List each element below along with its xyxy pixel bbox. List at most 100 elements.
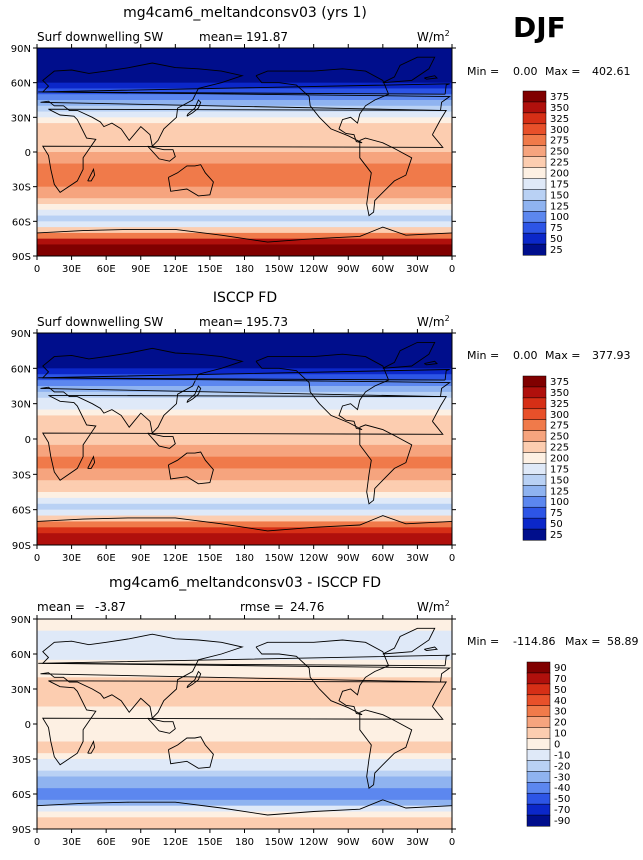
- lon-tick-label: 150W: [265, 837, 294, 848]
- field-band: [37, 180, 452, 188]
- lon-tick-label: 90E: [131, 264, 150, 275]
- lat-tick-label: 0: [25, 720, 31, 731]
- field-band: [37, 776, 452, 783]
- lon-tick-label: 30W: [406, 264, 429, 275]
- field-band: [37, 204, 452, 211]
- panel-1-variable-label: Surf downwelling SW: [37, 30, 163, 44]
- lat-tick-label: 60N: [11, 364, 31, 375]
- field-band: [37, 186, 452, 194]
- field-band: [37, 527, 452, 534]
- field-band: [37, 480, 452, 487]
- field-band: [37, 134, 452, 142]
- colorbar-label: 300: [550, 125, 569, 136]
- field-band: [37, 175, 452, 182]
- coastline: [255, 353, 390, 431]
- coastline: [87, 740, 96, 754]
- field-band: [37, 427, 452, 434]
- colorbar-label: -90: [554, 816, 570, 827]
- colorbar-label: 325: [550, 399, 569, 410]
- field-band: [37, 386, 452, 393]
- coastline: [38, 369, 450, 381]
- field-band: [37, 439, 452, 446]
- lon-tick-label: 60E: [97, 553, 116, 564]
- field-band: [37, 718, 452, 725]
- field-band: [37, 82, 452, 90]
- field-band: [37, 811, 452, 818]
- colorbar-label: 90: [554, 663, 567, 674]
- lon-tick-label: 150W: [265, 553, 294, 564]
- field-band: [37, 244, 452, 251]
- lon-tick-label: 90W: [337, 553, 360, 564]
- colorbar-box: [522, 90, 547, 103]
- colorbar-box: [526, 738, 551, 751]
- field-band: [37, 724, 452, 731]
- field-band: [37, 823, 452, 829]
- panel-1-min-label: Min =: [467, 65, 499, 78]
- colorbar-box: [522, 200, 547, 212]
- lon-tick-label: 30E: [62, 264, 81, 275]
- lon-tick-label: 150E: [197, 264, 222, 275]
- colorbar-label: 50: [554, 685, 567, 696]
- field-band: [37, 468, 452, 475]
- field-band: [37, 805, 452, 813]
- colorbar-box: [522, 167, 547, 180]
- coastline: [38, 654, 450, 667]
- coastline: [186, 99, 202, 117]
- lon-tick-label: 180: [235, 837, 254, 848]
- field-band: [37, 788, 452, 795]
- field-band: [37, 671, 452, 678]
- panel-3-max-label: Max =: [565, 635, 600, 648]
- field-band: [37, 450, 452, 458]
- colorbar-box: [526, 694, 551, 707]
- colorbar-label: -10: [554, 750, 570, 761]
- colorbar-label: 375: [550, 377, 569, 388]
- colorbar-label: 20: [554, 718, 567, 729]
- colorbar-label: 250: [550, 432, 569, 443]
- coastline: [147, 717, 176, 734]
- field-band: [37, 694, 452, 702]
- field-band: [37, 380, 452, 387]
- field-band: [37, 712, 452, 719]
- coastline: [40, 62, 452, 148]
- panel-3-rmse-value: 24.76: [290, 600, 324, 614]
- colorbar-label: 300: [550, 410, 569, 421]
- field-band: [37, 689, 452, 696]
- lon-tick-label: 0: [34, 264, 40, 275]
- field-band: [37, 444, 452, 452]
- coastline: [424, 646, 438, 651]
- lat-tick-label: 30S: [12, 755, 31, 766]
- field-band: [37, 227, 452, 234]
- panel-1-title: mg4cam6_meltandconsv03 (yrs 1): [123, 5, 367, 21]
- field-band: [37, 515, 452, 523]
- coastline: [255, 68, 390, 144]
- coastline: [38, 83, 450, 95]
- panel-2-map-field: [37, 333, 452, 545]
- colorbar-box: [522, 178, 547, 190]
- coastline: [424, 75, 438, 80]
- lat-tick-label: 60N: [11, 79, 31, 90]
- coastline: [359, 424, 413, 505]
- field-band: [37, 619, 452, 626]
- lon-tick-label: 60W: [372, 553, 395, 564]
- field-band: [37, 654, 452, 661]
- colorbar-label: 75: [550, 223, 563, 234]
- panel-3-min-value: -114.86: [513, 635, 555, 648]
- lon-tick-label: 60W: [372, 264, 395, 275]
- lon-tick-label: 30E: [62, 837, 81, 848]
- field-band: [37, 53, 452, 61]
- field-band: [37, 492, 452, 499]
- lon-tick-label: 0: [449, 553, 455, 564]
- lon-tick-label: 120W: [299, 553, 328, 564]
- field-band: [37, 356, 452, 364]
- colorbar-box: [522, 134, 547, 147]
- lon-tick-label: 90E: [131, 553, 150, 564]
- field-band: [37, 71, 452, 78]
- colorbar-label: 25: [550, 245, 563, 256]
- panel-3-mean-value: -3.87: [95, 600, 126, 614]
- field-band: [37, 770, 452, 778]
- field-band: [37, 100, 452, 107]
- lat-tick-label: 0: [25, 435, 31, 446]
- field-band: [37, 123, 452, 130]
- field-band: [37, 817, 452, 824]
- field-band: [37, 497, 452, 505]
